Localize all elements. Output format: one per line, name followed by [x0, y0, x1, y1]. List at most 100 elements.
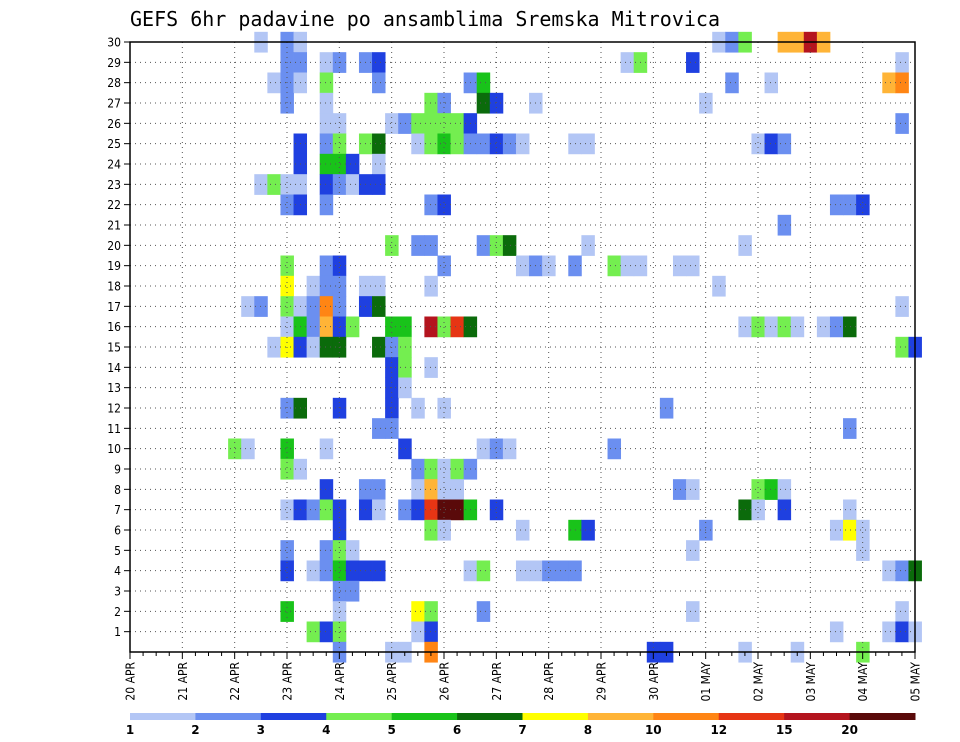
heatmap-cell — [319, 275, 334, 297]
heatmap-cell — [437, 499, 451, 521]
y-tick-label: 6 — [114, 524, 121, 538]
y-tick-label: 13 — [107, 381, 121, 395]
heatmap-cell — [489, 133, 504, 155]
colorbar-label: 4 — [322, 723, 330, 737]
x-tick-label: 22 APR — [228, 662, 242, 701]
heatmap-cell — [489, 235, 504, 256]
heatmap-cell — [450, 479, 465, 500]
y-tick-label: 9 — [114, 463, 121, 477]
heatmap-cell — [319, 316, 334, 338]
heatmap-cell — [372, 296, 386, 317]
heatmap-cell — [398, 113, 412, 134]
heatmap-cell — [686, 540, 700, 561]
heatmap-cell — [332, 113, 347, 134]
heatmap-cell — [332, 499, 347, 521]
heatmap-cell — [882, 72, 896, 94]
colorbar-swatch — [130, 713, 196, 720]
heatmap-cell — [319, 133, 334, 155]
x-tick-label: 02 MAY — [752, 662, 766, 702]
heatmap-cell — [515, 560, 530, 582]
heatmap-cell — [777, 499, 792, 521]
heatmap-cell — [332, 397, 347, 419]
heatmap-cell — [829, 621, 844, 643]
heatmap-cell — [437, 479, 451, 500]
heatmap-cell — [489, 92, 504, 114]
heatmap-cell — [437, 397, 451, 419]
heatmap-cell — [345, 174, 360, 195]
x-tick-label: 24 APR — [333, 662, 347, 701]
heatmap-cell — [319, 72, 334, 94]
heatmap-cell — [372, 153, 386, 175]
heatmap-cell — [280, 560, 294, 582]
colorbar-label: 1 — [126, 723, 134, 737]
heatmap-cell — [306, 316, 321, 338]
colorbar-swatch — [391, 713, 458, 720]
heatmap-cell — [280, 92, 294, 114]
heatmap-cell — [280, 601, 294, 622]
x-tick-label: 25 APR — [385, 662, 399, 701]
heatmap-cell — [398, 438, 412, 460]
heatmap-cell — [450, 458, 465, 480]
heatmap-cell — [751, 316, 765, 338]
heatmap-cell — [829, 316, 844, 338]
y-tick-label: 12 — [107, 402, 121, 416]
heatmap-cell — [450, 316, 465, 338]
heatmap-cell — [280, 174, 294, 195]
heatmap-cell — [385, 113, 399, 134]
chart-title: GEFS 6hr padavine po ansamblima Sremska … — [130, 7, 720, 31]
heatmap-cell — [856, 519, 870, 541]
heatmap-cell — [411, 601, 425, 622]
heatmap-cell — [895, 296, 909, 317]
heatmap-cell — [515, 255, 530, 277]
heatmap-cell — [372, 336, 386, 358]
heatmap-cell — [332, 540, 347, 561]
colorbar-label: 3 — [257, 723, 265, 737]
heatmap-cell — [502, 438, 517, 460]
x-tick-label: 04 MAY — [856, 662, 870, 702]
heatmap-cell — [319, 153, 334, 175]
heatmap-cell — [437, 92, 451, 114]
heatmap-cell — [476, 92, 491, 114]
heatmap-cell — [895, 113, 909, 134]
heatmap-cell — [398, 336, 412, 358]
heatmap-cell — [895, 560, 909, 582]
heatmap-cell — [581, 519, 595, 541]
x-tick-label: 26 APR — [438, 662, 452, 701]
heatmap-cell — [332, 133, 347, 155]
heatmap-cell — [280, 255, 294, 277]
heatmap-cell — [345, 153, 360, 175]
colorbar-swatch — [718, 713, 785, 720]
heatmap-cell — [882, 621, 896, 643]
heatmap-cell — [424, 601, 438, 622]
heatmap-cell — [385, 235, 399, 256]
heatmap-cell — [306, 275, 321, 297]
heatmap-cell — [777, 316, 792, 338]
y-tick-label: 28 — [107, 76, 121, 90]
heatmap-cell — [280, 540, 294, 561]
heatmap-cell — [424, 194, 438, 216]
heatmap-cell — [476, 560, 491, 582]
colorbar-label: 6 — [453, 723, 461, 737]
heatmap-cell — [332, 296, 347, 317]
heatmap-cell — [372, 499, 386, 521]
heatmap-cell — [843, 316, 857, 338]
heatmap-cell — [476, 235, 491, 256]
heatmap-cell — [424, 357, 438, 378]
heatmap-cell — [489, 499, 504, 521]
heatmap-cell — [241, 296, 255, 317]
heatmap-cell — [437, 113, 451, 134]
heatmap-cell — [319, 336, 334, 358]
heatmap-cell — [764, 133, 779, 155]
heatmap-cell — [686, 255, 700, 277]
colorbar-swatch — [326, 713, 393, 720]
y-tick-label: 24 — [107, 158, 121, 172]
heatmap-cell — [764, 479, 779, 500]
heatmap-cell — [280, 499, 294, 521]
heatmap-cell — [411, 621, 425, 643]
heatmap-cell — [280, 397, 294, 419]
heatmap-cell — [372, 560, 386, 582]
heatmap-cell — [424, 235, 438, 256]
heatmap-cell — [267, 174, 281, 195]
y-tick-label: 17 — [107, 300, 121, 314]
